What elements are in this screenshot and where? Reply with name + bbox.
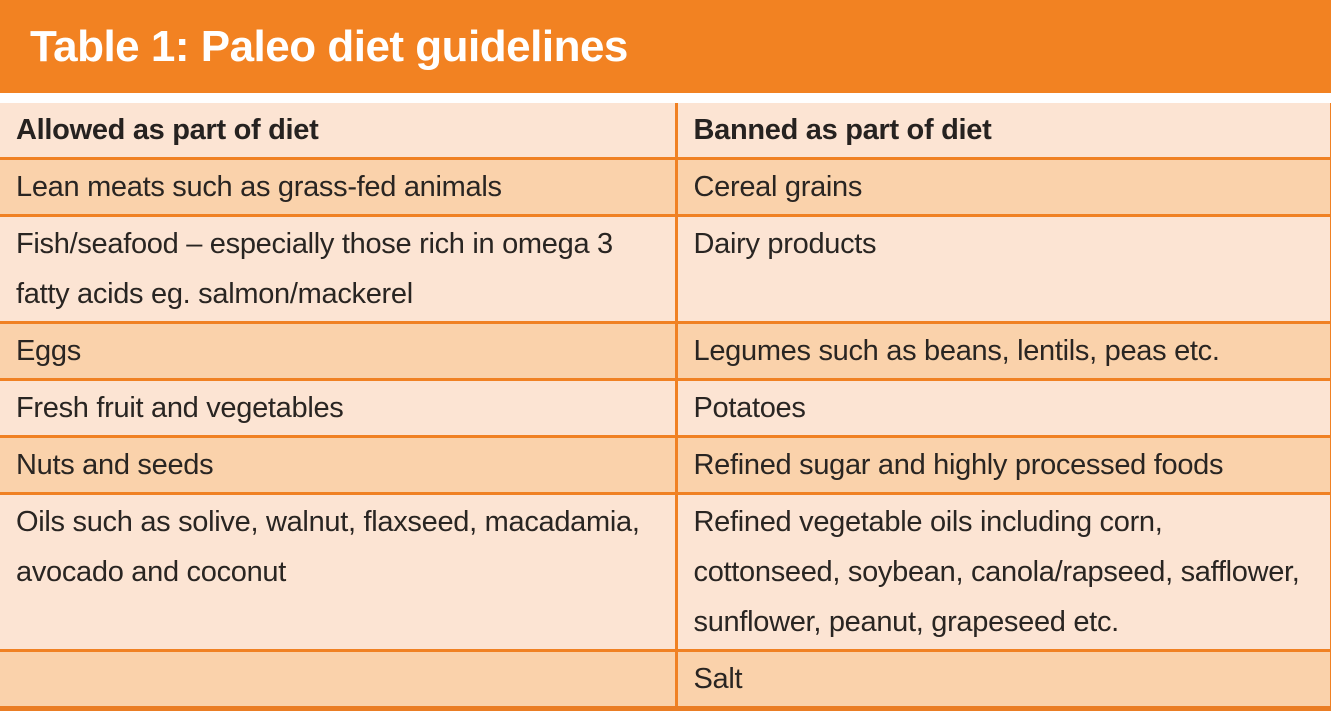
allowed-cell: Lean meats such as grass-fed animals: [0, 157, 678, 216]
column-header: Banned as part of diet: [676, 103, 1331, 159]
table-row: Fish/seafood – especially those rich in …: [0, 214, 1331, 323]
paleo-diet-table: Allowed as part of diet Banned as part of…: [0, 103, 1331, 711]
table-row: Fresh fruit and vegetables Potatoes: [0, 378, 1331, 437]
banned-cell: Salt: [676, 649, 1331, 711]
allowed-cell: Fresh fruit and vegetables: [0, 378, 678, 437]
table-header-row: Allowed as part of diet Banned as part of…: [0, 103, 1331, 159]
banned-cell: Dairy products: [676, 214, 1331, 323]
allowed-cell: Oils such as solive, walnut, flaxseed, m…: [0, 492, 678, 651]
allowed-cell: Nuts and seeds: [0, 435, 678, 494]
banned-cell: Legumes such as beans, lentils, peas etc…: [676, 321, 1331, 380]
table-title-bar: Table 1: Paleo diet guidelines: [0, 0, 1331, 93]
column-header: Allowed as part of diet: [0, 103, 678, 159]
table-row: Salt: [0, 649, 1331, 711]
banned-cell: Refined sugar and highly processed foods: [676, 435, 1331, 494]
banned-cell: Refined vegetable oils including corn, c…: [676, 492, 1331, 651]
banned-cell: Potatoes: [676, 378, 1331, 437]
title-table-gap: [0, 93, 1331, 103]
allowed-cell: Eggs: [0, 321, 678, 380]
table-row: Lean meats such as grass-fed animals Cere…: [0, 157, 1331, 216]
allowed-cell: [0, 649, 678, 711]
table-body: Lean meats such as grass-fed animals Cere…: [0, 157, 1331, 711]
table-row: Oils such as solive, walnut, flaxseed, m…: [0, 492, 1331, 651]
table-row: Eggs Legumes such as beans, lentils, peas…: [0, 321, 1331, 380]
page-title: Table 1: Paleo diet guidelines: [30, 21, 628, 71]
allowed-cell: Fish/seafood – especially those rich in …: [0, 214, 678, 323]
banned-cell: Cereal grains: [676, 157, 1331, 216]
table-row: Nuts and seeds Refined sugar and highly p…: [0, 435, 1331, 494]
